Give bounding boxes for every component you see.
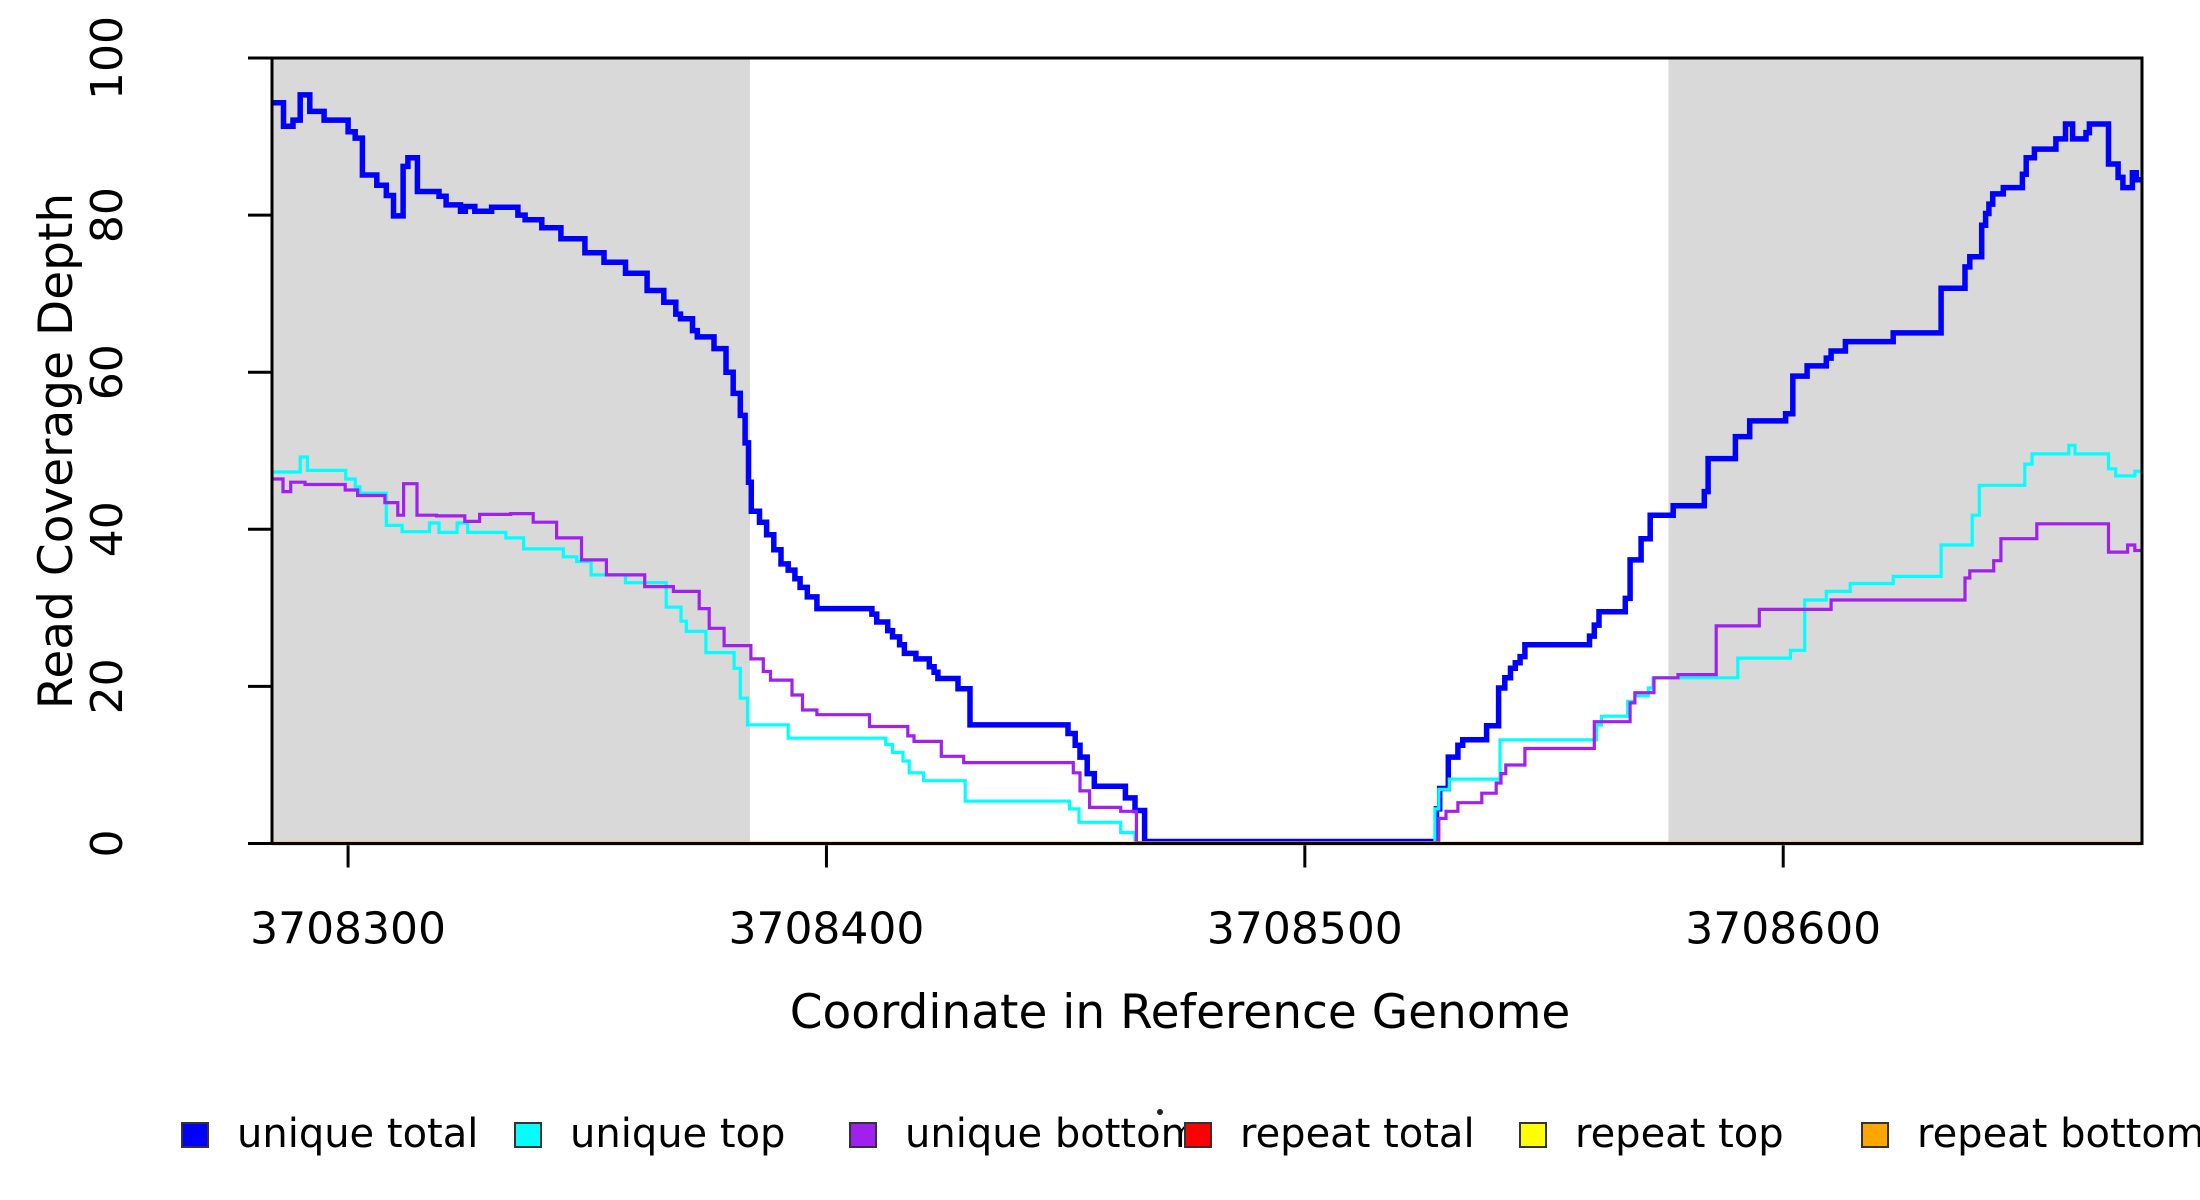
y-axis-title: Read Coverage Depth: [29, 193, 84, 709]
y-tick-label: 60: [82, 344, 133, 400]
stray-dot: [1157, 1109, 1163, 1115]
series-unique-top: [272, 443, 2142, 845]
plot-border-box: [270, 56, 2144, 845]
x-axis-title: Coordinate in Reference Genome: [790, 985, 1571, 1040]
x-tick-label: 3708600: [1685, 904, 1881, 955]
y-tick-label: 20: [82, 658, 133, 714]
x-tick-label: 3708400: [728, 904, 924, 955]
series-unique-total: [272, 92, 2142, 845]
legend-label-repeat-total: repeat total: [1240, 1111, 1475, 1157]
y-tick-label: 40: [82, 501, 133, 557]
legend-swatch-repeat-total: [1184, 1122, 1212, 1148]
shaded-region-right-unique-region: [1668, 58, 2142, 844]
legend-swatch-repeat-bottom: [1861, 1122, 1889, 1148]
series-unique-bottom: [272, 477, 2142, 845]
y-tick-label: 100: [82, 16, 133, 100]
legend-swatch-unique-top: [514, 1122, 542, 1148]
x-tick-label: 3708300: [250, 904, 446, 955]
shaded-region-left-unique-region: [272, 58, 750, 844]
y-tick-label: 0: [82, 830, 133, 858]
legend-swatch-unique-total: [181, 1122, 209, 1148]
legend-label-unique-top: unique top: [570, 1111, 785, 1157]
y-tick-label: 80: [82, 187, 133, 243]
legend-label-repeat-top: repeat top: [1575, 1111, 1784, 1157]
legend-label-repeat-bottom: repeat bottom: [1917, 1111, 2200, 1157]
legend-label-unique-total: unique total: [237, 1111, 478, 1157]
x-tick-label: 3708500: [1207, 904, 1403, 955]
legend-label-unique-bottom: unique bottom: [905, 1111, 1200, 1157]
legend-swatch-unique-bottom: [849, 1122, 877, 1148]
legend-swatch-repeat-top: [1519, 1122, 1547, 1148]
